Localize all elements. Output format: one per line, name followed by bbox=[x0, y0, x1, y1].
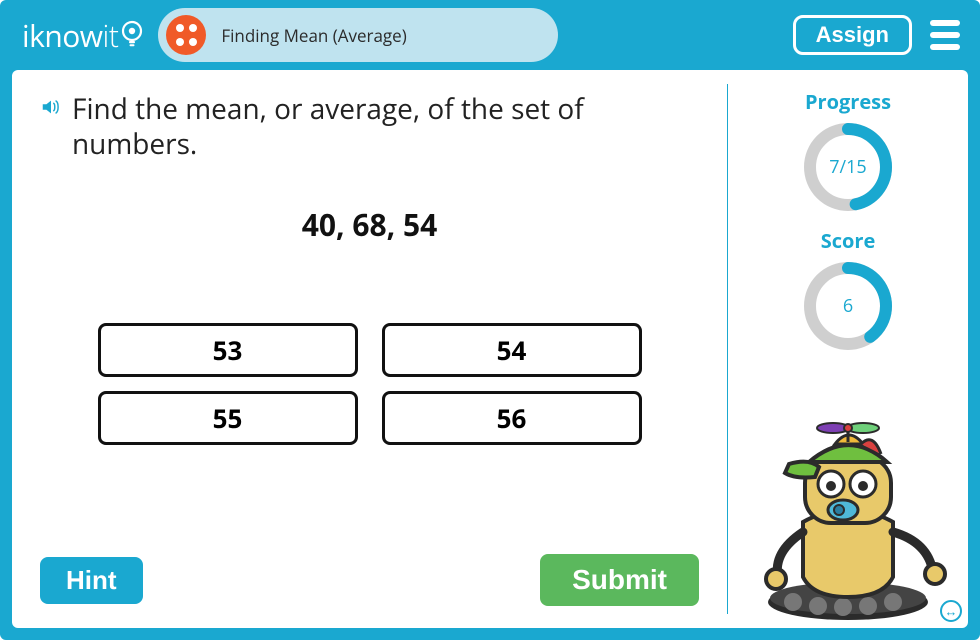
score-ring: 6 bbox=[802, 260, 894, 352]
logo-text-b: it bbox=[103, 15, 119, 56]
assign-button[interactable]: Assign bbox=[793, 15, 912, 55]
score-value: 6 bbox=[802, 260, 894, 352]
header: iknowit Finding Mean (Average) Assign bbox=[0, 0, 980, 70]
mascot-robot bbox=[743, 402, 953, 622]
answer-choice[interactable]: 53 bbox=[98, 323, 358, 377]
answer-choice[interactable]: 55 bbox=[98, 391, 358, 445]
lesson-title: Finding Mean (Average) bbox=[221, 24, 406, 47]
bottom-bar: Hint Submit bbox=[40, 554, 699, 606]
answer-choice[interactable]: 56 bbox=[382, 391, 642, 445]
answer-choices: 53 54 55 56 bbox=[98, 323, 642, 445]
content-body: Find the mean, or average, of the set of… bbox=[12, 70, 968, 628]
question-dataset: 40, 68, 54 bbox=[40, 204, 699, 245]
question-panel: Find the mean, or average, of the set of… bbox=[12, 70, 727, 628]
app-frame: iknowit Finding Mean (Average) Assign bbox=[0, 0, 980, 640]
menu-icon[interactable] bbox=[930, 20, 960, 50]
expand-icon[interactable]: ↔ bbox=[940, 600, 962, 622]
lesson-title-pill: Finding Mean (Average) bbox=[158, 8, 558, 62]
speaker-icon[interactable] bbox=[40, 96, 62, 162]
level-badge-icon bbox=[166, 15, 206, 55]
answer-choice[interactable]: 54 bbox=[382, 323, 642, 377]
logo-text-a: iknow bbox=[22, 15, 103, 56]
hint-button[interactable]: Hint bbox=[40, 557, 143, 604]
submit-button[interactable]: Submit bbox=[540, 554, 699, 606]
progress-value: 7/15 bbox=[802, 121, 894, 213]
question-prompt: Find the mean, or average, of the set of… bbox=[72, 92, 632, 162]
score-label: Score bbox=[821, 227, 876, 254]
progress-ring: 7/15 bbox=[802, 121, 894, 213]
header-right: Assign bbox=[793, 15, 960, 55]
side-panel: Progress 7/15 Score 6 bbox=[728, 70, 968, 628]
lightbulb-icon bbox=[120, 20, 144, 50]
progress-label: Progress bbox=[805, 88, 891, 115]
logo[interactable]: iknowit bbox=[22, 15, 144, 56]
